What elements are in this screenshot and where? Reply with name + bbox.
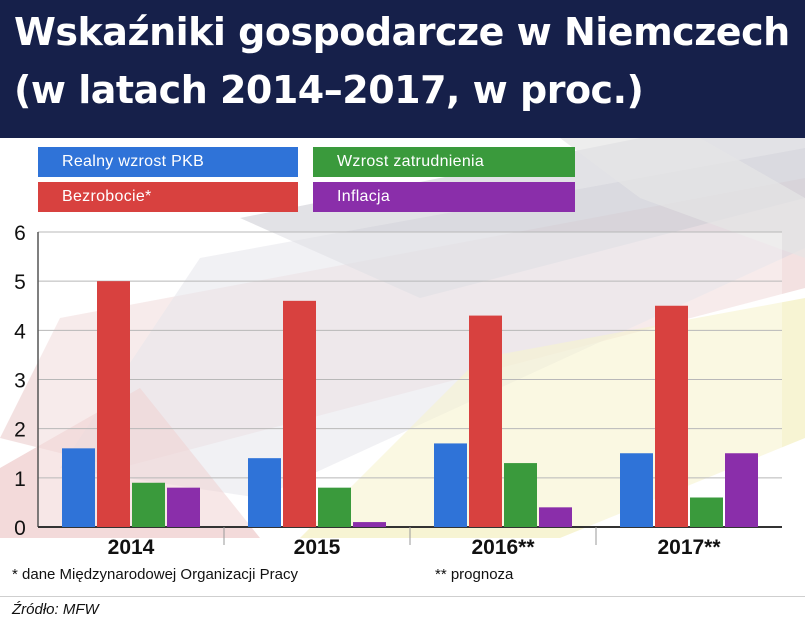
bar-2014-series-2 [132,482,165,527]
bar-2016-series-1 [469,315,502,527]
bar-2017-series-0 [620,453,653,527]
bar-2015-series-1 [283,300,316,527]
legend-item-employment: Wzrost zatrudnienia [313,147,575,177]
chart-title: Wskaźniki gospodarcze w Niemczech [14,10,790,54]
bar-2017-series-1 [655,305,688,527]
legend-label-gdp: Realny wzrost PKB [62,153,205,170]
footnote-forecast: ** prognoza [435,566,514,583]
bar-2014-series-3 [167,487,200,527]
bar-2014-series-1 [97,281,130,527]
title-banner: Wskaźniki gospodarcze w Niemczech (w lat… [0,0,805,138]
source-text: Źródło: MFW [12,601,99,618]
y-tick-label: 1 [14,468,26,491]
y-tick-label: 0 [14,517,26,540]
legend-label-employment: Wzrost zatrudnienia [337,153,485,170]
divider [0,596,805,597]
bar-2014-series-0 [62,448,95,527]
y-tick-label: 2 [14,419,26,442]
x-tick-label: 2016** [471,536,535,559]
y-tick-label: 6 [14,222,26,245]
bar-2016-series-2 [504,463,537,527]
y-tick-label: 5 [14,271,26,294]
legend-item-unemployment: Bezrobocie* [38,182,298,212]
x-tick-label: 2014 [108,536,155,559]
y-tick-label: 3 [14,370,26,393]
legend-item-inflation: Inflacja [313,182,575,212]
x-tick-label: 2015 [294,536,341,559]
bar-2015-series-2 [318,487,351,527]
legend-label-inflation: Inflacja [337,188,391,205]
bar-2017-series-2 [690,497,723,527]
legend-label-unemployment: Bezrobocie* [62,188,152,205]
bar-2017-series-3 [725,453,758,527]
footnote-ilo: * dane Międzynarodowej Organizacji Pracy [12,566,298,583]
x-tick-label: 2017** [657,536,721,559]
bar-2015-series-0 [248,458,281,527]
y-tick-label: 4 [14,320,26,343]
bar-2015-series-3 [353,522,386,527]
legend-item-gdp: Realny wzrost PKB [38,147,298,177]
bar-2016-series-0 [434,443,467,527]
chart-subtitle: (w latach 2014–2017, w proc.) [14,68,644,112]
bar-2016-series-3 [539,507,572,527]
